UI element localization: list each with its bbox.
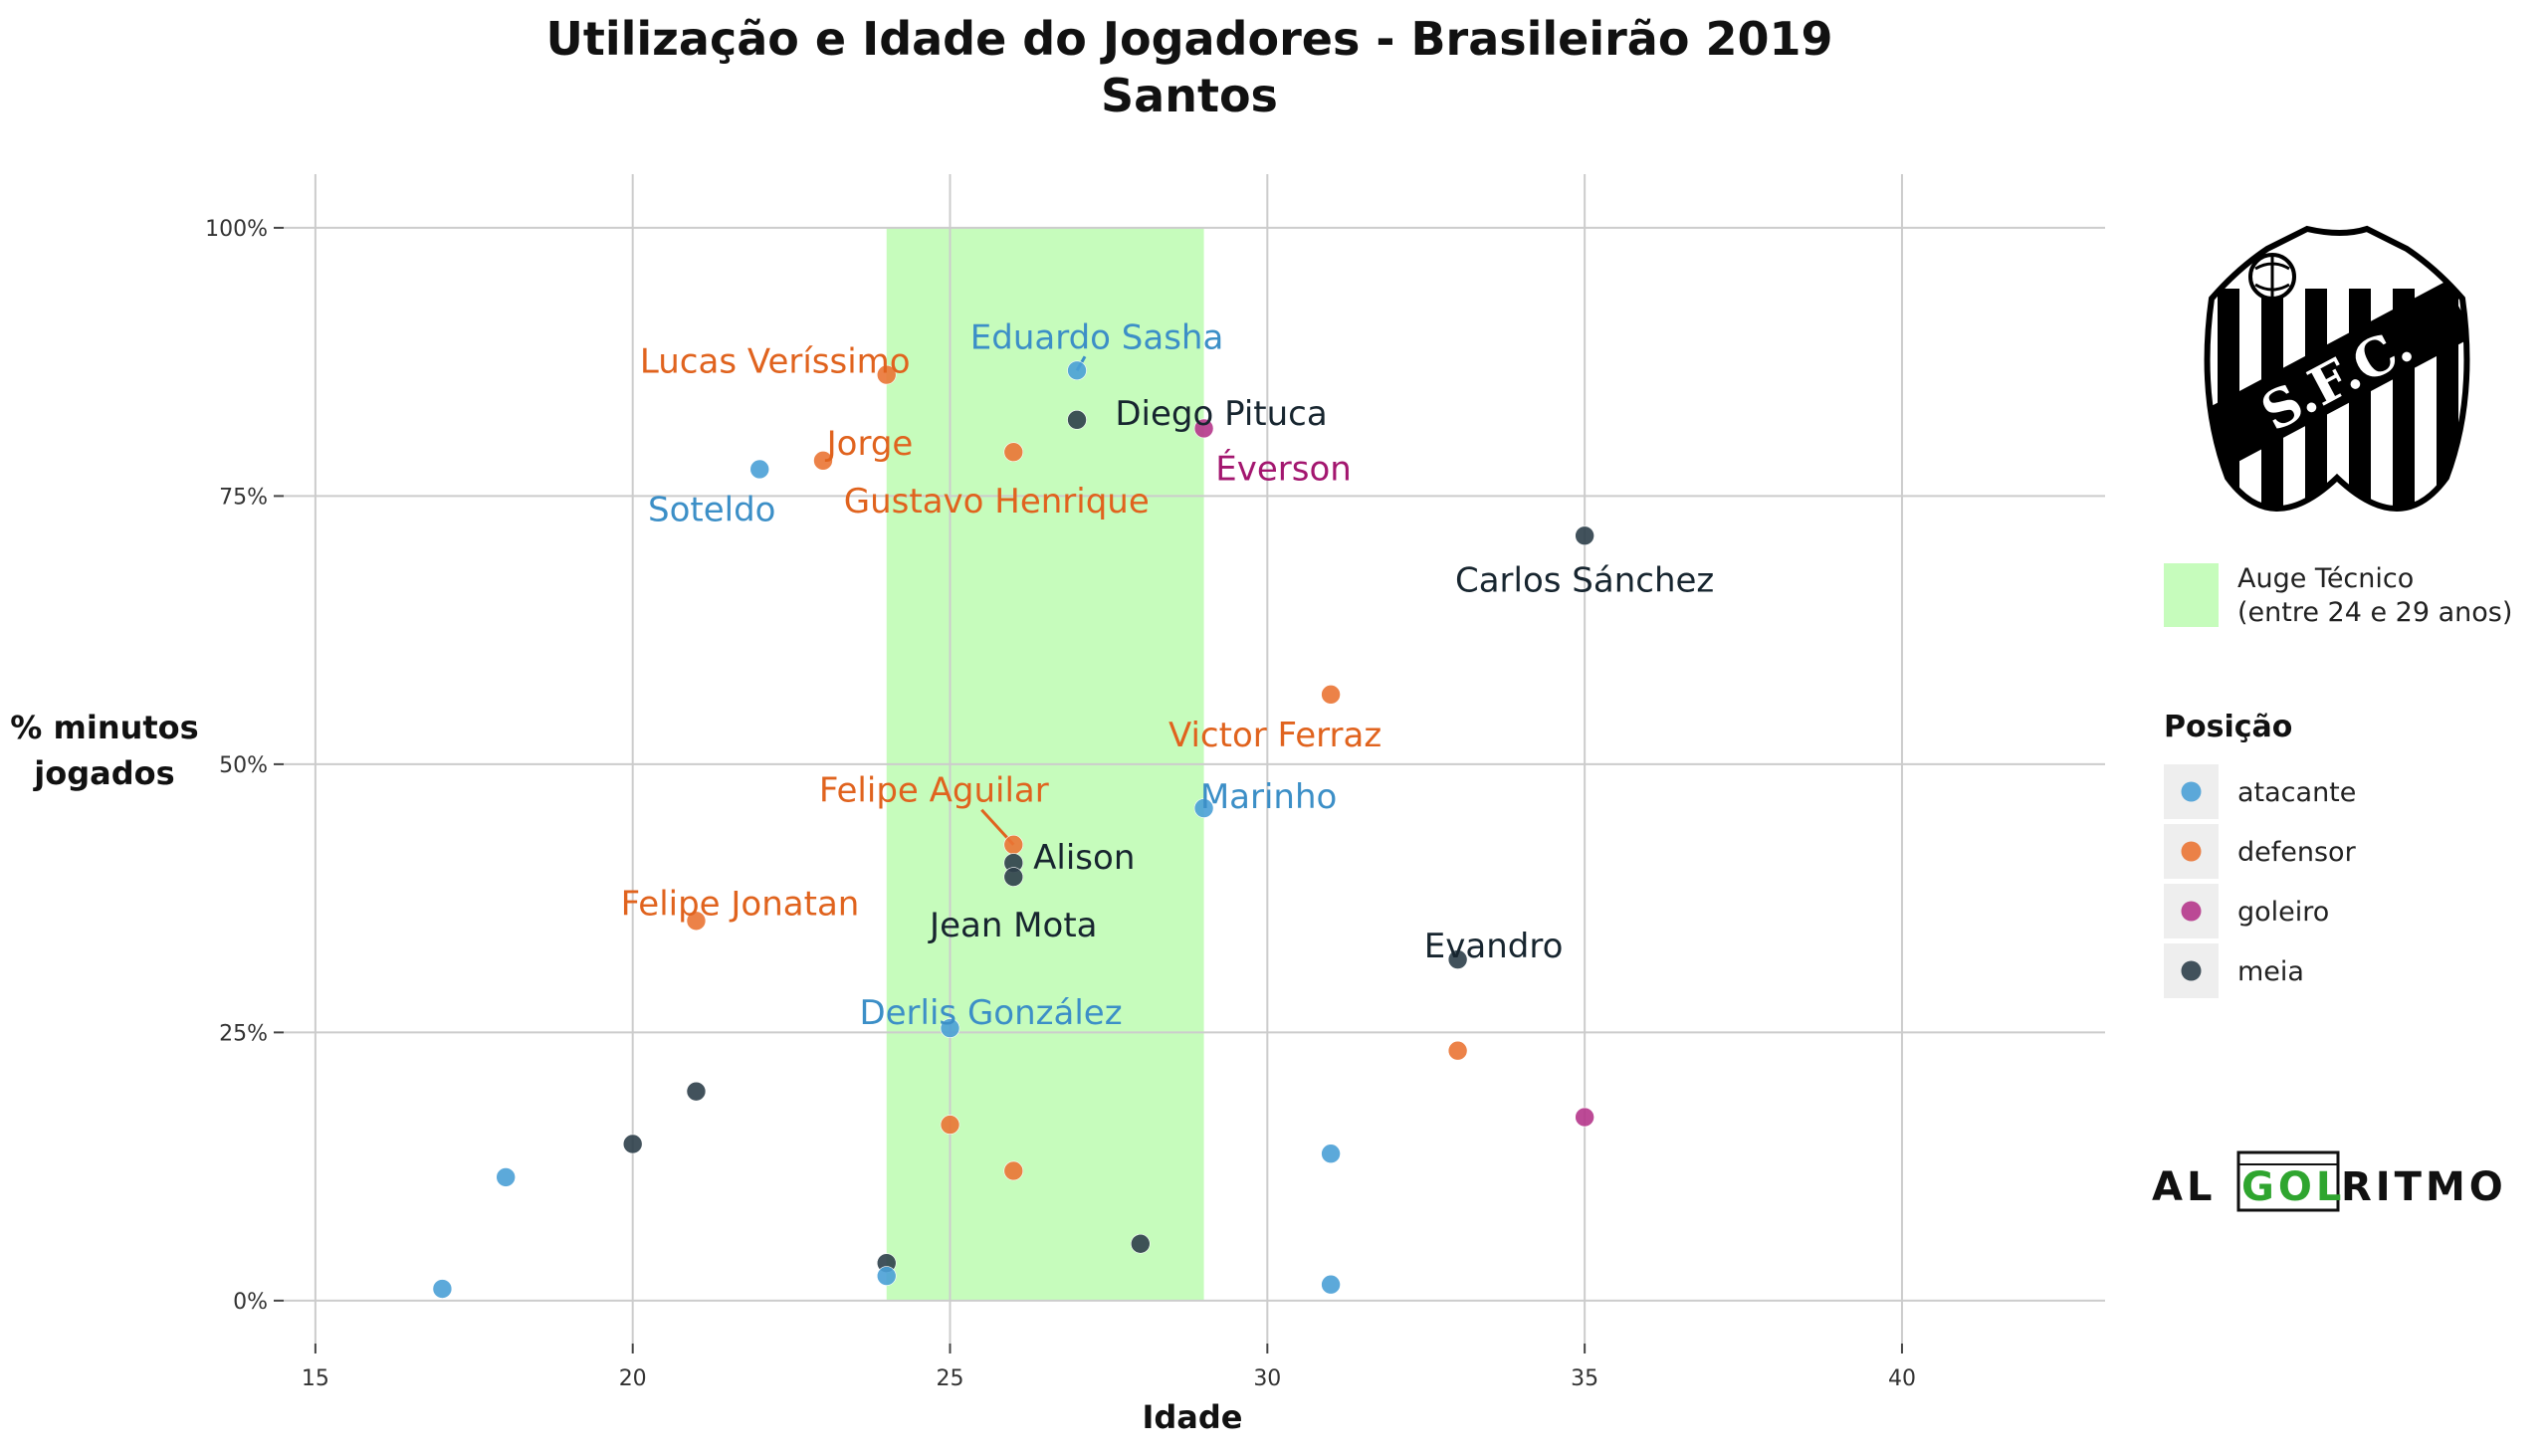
data-point bbox=[432, 1279, 453, 1299]
point-label: Jorge bbox=[825, 424, 914, 464]
x-tick-label: 35 bbox=[1571, 1366, 1598, 1391]
x-tick-label: 20 bbox=[619, 1366, 647, 1391]
auge-legend-label: Auge Técnico bbox=[2237, 563, 2414, 594]
point-label: Felipe Aguilar bbox=[819, 771, 1049, 811]
point-label: Evandro bbox=[1424, 927, 1564, 966]
legend-swatch bbox=[2181, 781, 2202, 802]
data-point bbox=[1321, 685, 1341, 705]
point-label: Carlos Sánchez bbox=[1455, 560, 1714, 600]
y-axis-label-line1: % minutos bbox=[10, 709, 198, 746]
point-label: Marinho bbox=[1200, 777, 1338, 817]
data-point bbox=[622, 1134, 643, 1154]
chart-subtitle: Santos bbox=[1101, 69, 1278, 122]
data-point bbox=[1067, 360, 1087, 381]
y-axis-label-line2: jogados bbox=[32, 754, 174, 792]
brand-left: AL bbox=[2152, 1164, 2216, 1210]
data-point bbox=[749, 459, 770, 480]
data-point bbox=[1575, 1107, 1594, 1128]
point-label: Gustavo Henrique bbox=[844, 482, 1150, 521]
y-tick-label: 0% bbox=[233, 1290, 268, 1315]
point-label: Jean Mota bbox=[928, 906, 1097, 945]
chart-title: Utilização e Idade do Jogadores - Brasil… bbox=[545, 12, 1832, 66]
point-labels: Soteldo Jorge Lucas Veríssimo Eduardo Sasha… bbox=[621, 317, 1715, 1033]
x-tick-label: 15 bbox=[302, 1366, 329, 1391]
legend-swatch bbox=[2181, 841, 2202, 862]
legend-label: goleiro bbox=[2237, 897, 2329, 928]
data-point bbox=[1003, 1160, 1024, 1181]
legend-label: meia bbox=[2237, 956, 2304, 987]
y-tick-label: 100% bbox=[205, 217, 268, 242]
point-label: Éverson bbox=[1215, 448, 1352, 489]
point-label: Victor Ferraz bbox=[1168, 716, 1381, 755]
legend-swatch bbox=[2181, 901, 2202, 922]
data-point bbox=[1447, 1040, 1468, 1061]
point-label: Eduardo Sasha bbox=[970, 317, 1224, 357]
legend-swatch bbox=[2181, 960, 2202, 981]
data-point bbox=[1321, 1144, 1341, 1163]
auge-legend-swatch bbox=[2164, 563, 2219, 627]
legend-title: Posição bbox=[2164, 710, 2292, 744]
brand-mid: GOL bbox=[2241, 1164, 2345, 1210]
data-point bbox=[1193, 798, 1214, 818]
y-tick-label: 25% bbox=[219, 1021, 268, 1046]
grid-lines bbox=[284, 174, 2105, 1344]
x-axis-label: Idade bbox=[1142, 1398, 1242, 1436]
data-point bbox=[1575, 525, 1594, 546]
data-point bbox=[496, 1167, 516, 1187]
legend-label: atacante bbox=[2237, 777, 2356, 808]
data-point bbox=[686, 911, 707, 932]
legend-label: defensor bbox=[2237, 837, 2357, 868]
point-label: Soteldo bbox=[648, 490, 775, 529]
data-point bbox=[940, 1115, 960, 1135]
point-label: Alison bbox=[1033, 838, 1135, 878]
legend: atacante defensor goleiro meia bbox=[2164, 764, 2357, 998]
data-point bbox=[1003, 442, 1024, 462]
santos-crest-icon: S.F.C. bbox=[2204, 225, 2470, 512]
data-point bbox=[1193, 418, 1214, 439]
axis-ticks: 15 20 25 30 35 40 0% 25% 50% 75% 100% bbox=[205, 217, 1916, 1391]
data-point bbox=[876, 1266, 897, 1286]
y-tick-label: 50% bbox=[219, 753, 268, 778]
data-point bbox=[813, 451, 833, 471]
point-label: Diego Pituca bbox=[1115, 394, 1327, 434]
data-point bbox=[1067, 410, 1087, 430]
y-tick-label: 75% bbox=[219, 485, 268, 510]
data-point bbox=[876, 364, 897, 385]
auge-legend-sublabel: (entre 24 e 29 anos) bbox=[2237, 597, 2512, 628]
point-label: Felipe Jonatan bbox=[621, 884, 860, 924]
x-tick-label: 30 bbox=[1253, 1366, 1281, 1391]
point-label: Derlis González bbox=[859, 993, 1122, 1033]
data-points bbox=[432, 360, 1594, 1299]
brand-right: RITMO bbox=[2341, 1164, 2507, 1210]
data-point bbox=[1321, 1274, 1341, 1295]
data-point bbox=[1003, 867, 1024, 887]
data-point bbox=[1131, 1233, 1151, 1254]
data-point bbox=[1003, 834, 1024, 855]
data-point bbox=[1447, 949, 1468, 969]
algolritmo-logo: AL GOL RITMO bbox=[2152, 1150, 2507, 1212]
data-point bbox=[940, 1018, 960, 1038]
data-point bbox=[686, 1081, 707, 1102]
x-tick-label: 40 bbox=[1888, 1366, 1916, 1391]
plot-area: 15 20 25 30 35 40 0% 25% 50% 75% 100% Soteldo Jorge… bbox=[205, 174, 2105, 1391]
x-tick-label: 25 bbox=[937, 1366, 964, 1391]
point-label: Lucas Veríssimo bbox=[640, 342, 911, 382]
